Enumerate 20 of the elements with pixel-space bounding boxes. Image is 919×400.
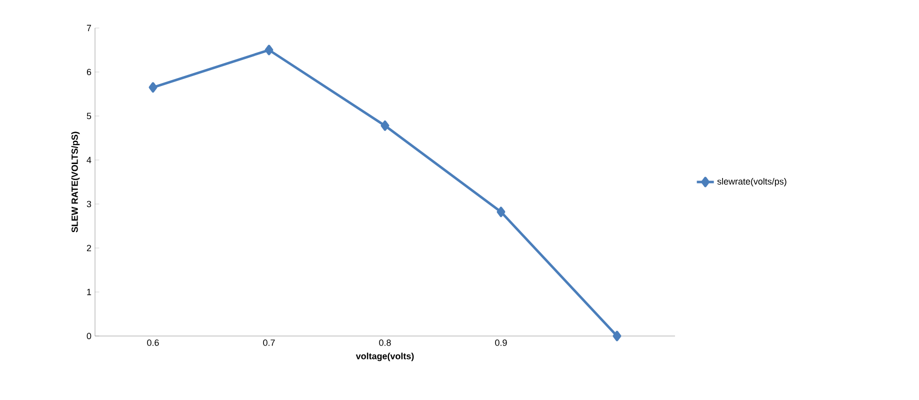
point [496,206,506,218]
point [264,44,274,56]
y-tick-label: 6 [86,68,92,76]
x-tick-label: 0.8 [379,340,391,346]
point [380,120,390,131]
y-tick-label: 3 [86,200,92,208]
point [148,82,158,93]
y-tick-label: 1 [87,288,92,296]
y-tick-label: 4 [86,156,92,164]
y-axis-title: SLEW RATE(VOLTS/pS) [71,132,80,232]
x-axis-title: voltage(volts) [356,352,414,362]
y-tick-label: 0 [86,332,92,340]
x-tick-label: 0.6 [147,340,159,346]
x-tick-label: 0.9 [495,340,507,346]
y-tick-label: 7 [86,24,92,32]
y-tick-label: 5 [86,112,92,120]
x-tick-label: 0.7 [263,340,275,346]
point [612,330,622,342]
legend-label: slewrate(volts/ps) [717,178,786,186]
y-tick-label: 2 [86,244,92,252]
